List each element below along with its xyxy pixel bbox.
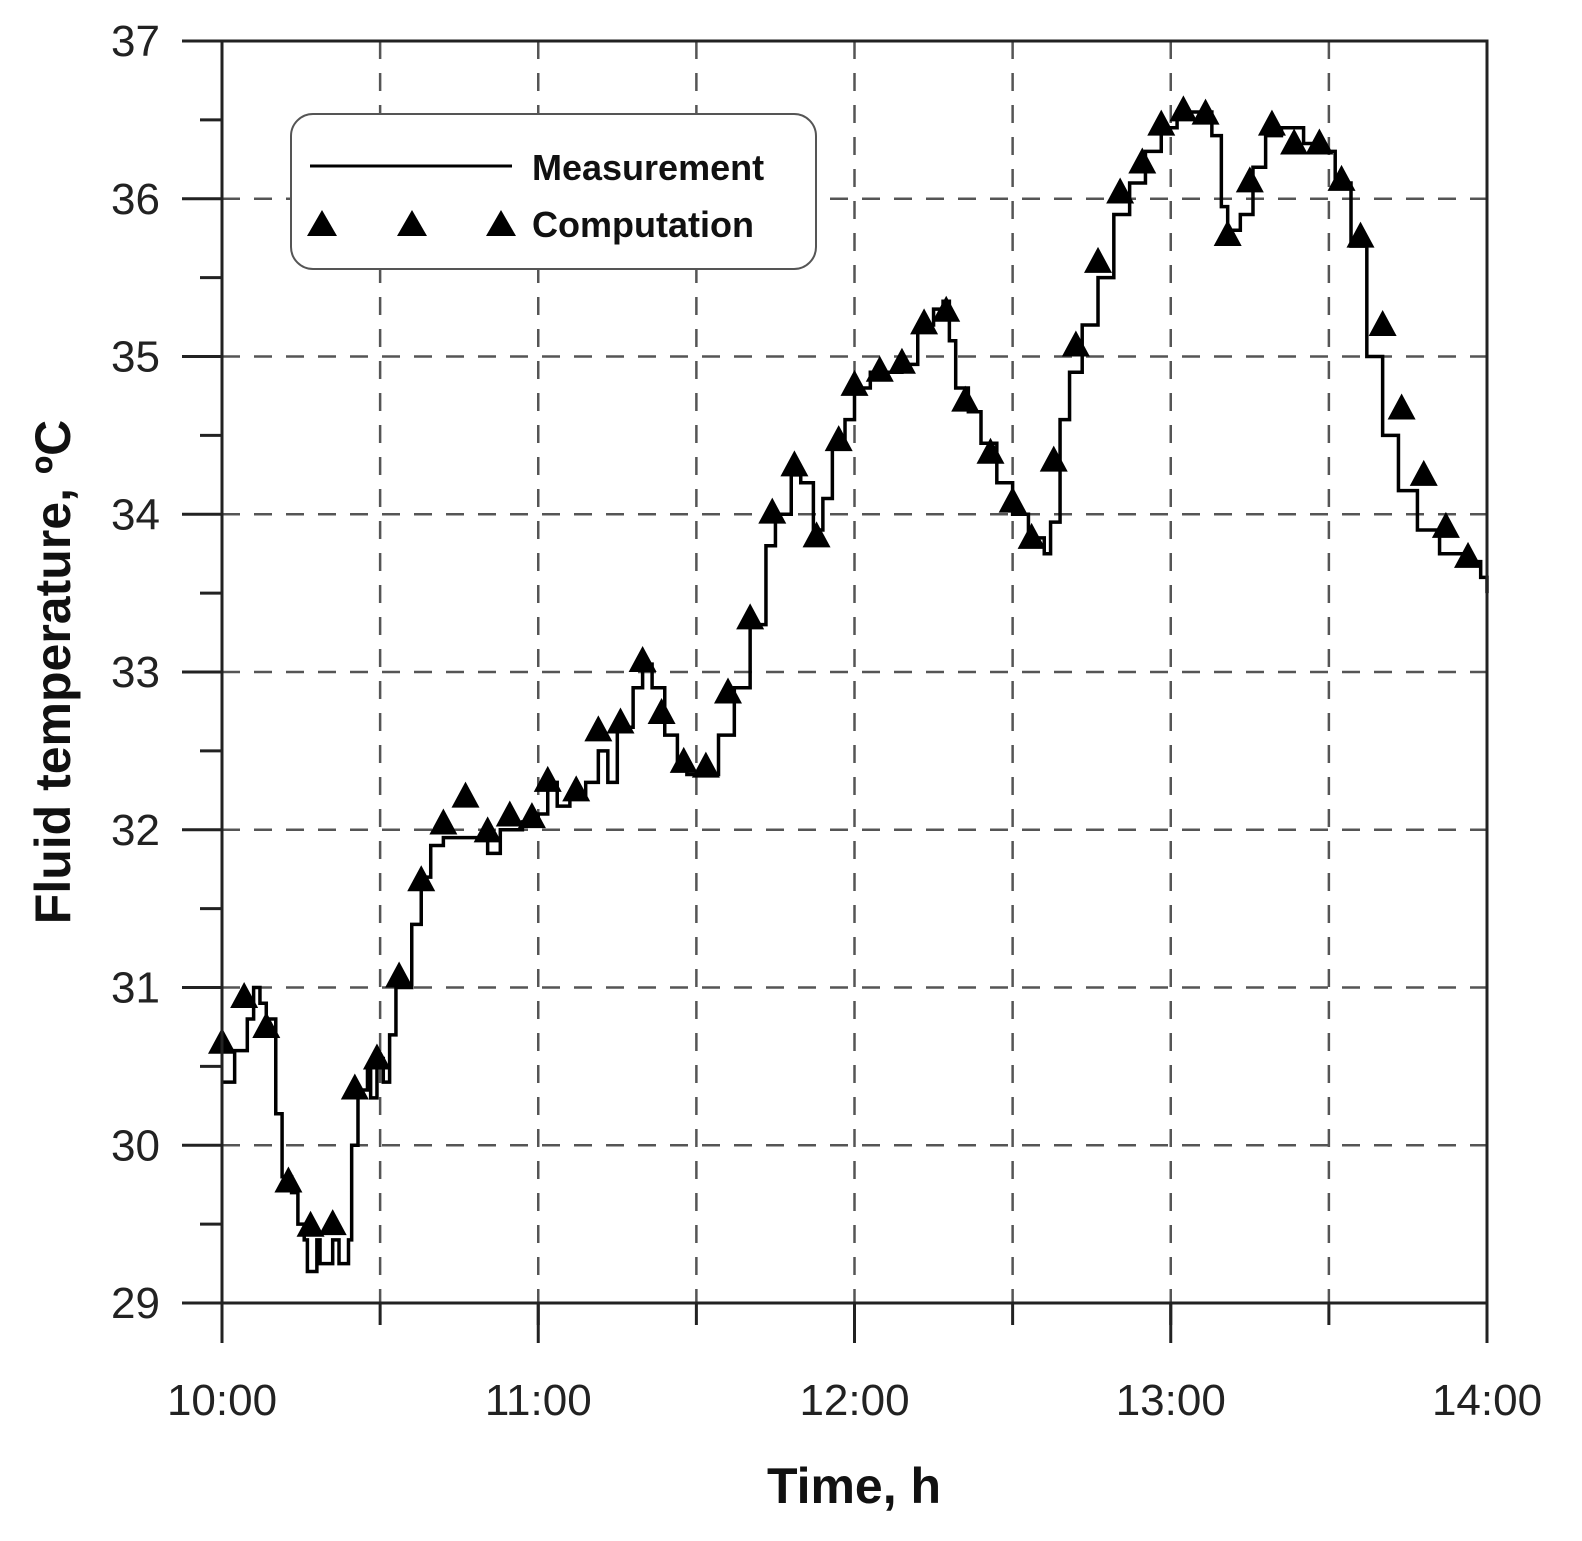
computation-point: [407, 865, 436, 892]
computation-point: [758, 497, 787, 524]
plot-frame: [220, 39, 1489, 1305]
computation-point: [1409, 459, 1438, 486]
y-tick-label: 30: [111, 1121, 160, 1170]
legend-triangle-icon: [486, 210, 516, 236]
computation-point: [1084, 246, 1113, 273]
computation-point: [1039, 445, 1068, 472]
x-axis-title: Time, h: [767, 1458, 941, 1514]
y-tick-label: 33: [111, 648, 160, 697]
x-tick-label: 14:00: [1432, 1376, 1542, 1425]
y-tick-label: 29: [111, 1279, 160, 1328]
computation-point: [318, 1209, 347, 1236]
x-tick-label: 11:00: [485, 1376, 592, 1425]
legend-measurement-label: Measurement: [532, 147, 764, 188]
computation-point: [802, 521, 831, 548]
y-tick-label: 34: [111, 490, 160, 539]
y-tick-label: 32: [111, 806, 160, 855]
computation-point: [1327, 164, 1356, 191]
computation-point: [362, 1043, 391, 1070]
computation-point: [691, 751, 720, 778]
y-axis-title: Fluid temperature, ºC: [25, 420, 81, 924]
computation-point: [584, 715, 613, 742]
computation-point: [976, 437, 1005, 464]
computation-point: [385, 961, 414, 988]
legend-computation-label: Computation: [532, 204, 754, 245]
series-layer: [208, 95, 1489, 1274]
computation-point: [1235, 166, 1264, 193]
computation-point: [736, 603, 765, 630]
legend-box: [290, 113, 817, 270]
computation-point: [274, 1166, 303, 1193]
y-tick-label: 35: [111, 333, 160, 382]
tick-labels: 10:00 11:00 12:00 13:00 14:00 29 30 31 32 33 34 35 3…: [111, 17, 1542, 1425]
computation-point: [824, 425, 853, 452]
computation-point: [1061, 330, 1090, 357]
computation-point: [606, 707, 635, 734]
computation-point: [562, 775, 591, 802]
computation-point: [1257, 109, 1286, 136]
legend-triangle-icon: [397, 210, 427, 236]
computation-point: [714, 677, 742, 704]
computation-point: [932, 295, 961, 322]
computation-point: [840, 369, 869, 396]
computation-point: [1305, 128, 1334, 155]
axis-ticks: [182, 39, 1489, 1343]
y-tick-label: 36: [111, 175, 160, 224]
computation-point: [647, 698, 676, 725]
computation-point: [533, 765, 562, 792]
computation-point: [230, 981, 259, 1008]
computation-point: [1454, 541, 1483, 568]
computation-point: [1346, 221, 1375, 248]
computation-point: [1191, 98, 1220, 125]
computation-point: [495, 800, 524, 827]
computation-point: [951, 385, 980, 412]
computation-point: [1106, 177, 1135, 204]
computation-point: [517, 802, 546, 829]
computation-point: [1387, 393, 1416, 420]
computation-point: [1280, 128, 1309, 155]
computation-point: [252, 1011, 281, 1038]
legend-triangle-icon: [307, 210, 337, 236]
computation-point: [1169, 95, 1198, 122]
computation-point: [1147, 109, 1176, 136]
computation-point: [910, 308, 939, 335]
y-tick-label: 31: [111, 964, 160, 1013]
computation-point: [1213, 220, 1242, 247]
computation-point: [296, 1210, 325, 1237]
computation-point: [669, 746, 698, 773]
computation-point: [451, 781, 480, 808]
computation-point: [1128, 147, 1157, 174]
computation-point: [865, 355, 894, 382]
computation-point: [1017, 522, 1046, 549]
computation-point: [998, 486, 1027, 513]
computation-point: [780, 450, 809, 477]
legend: Measurement Computation: [290, 113, 817, 270]
computation-point: [1431, 511, 1460, 538]
computation-point: [473, 816, 502, 843]
computation-point: [628, 645, 657, 672]
computation-point: [887, 347, 916, 374]
computation-point: [340, 1073, 369, 1100]
x-tick-label: 13:00: [1116, 1376, 1226, 1425]
x-tick-label: 12:00: [799, 1376, 909, 1425]
y-tick-label: 37: [111, 17, 160, 66]
computation-point: [429, 808, 458, 835]
x-tick-label: 10:00: [167, 1376, 277, 1425]
computation-point: [1368, 309, 1397, 336]
